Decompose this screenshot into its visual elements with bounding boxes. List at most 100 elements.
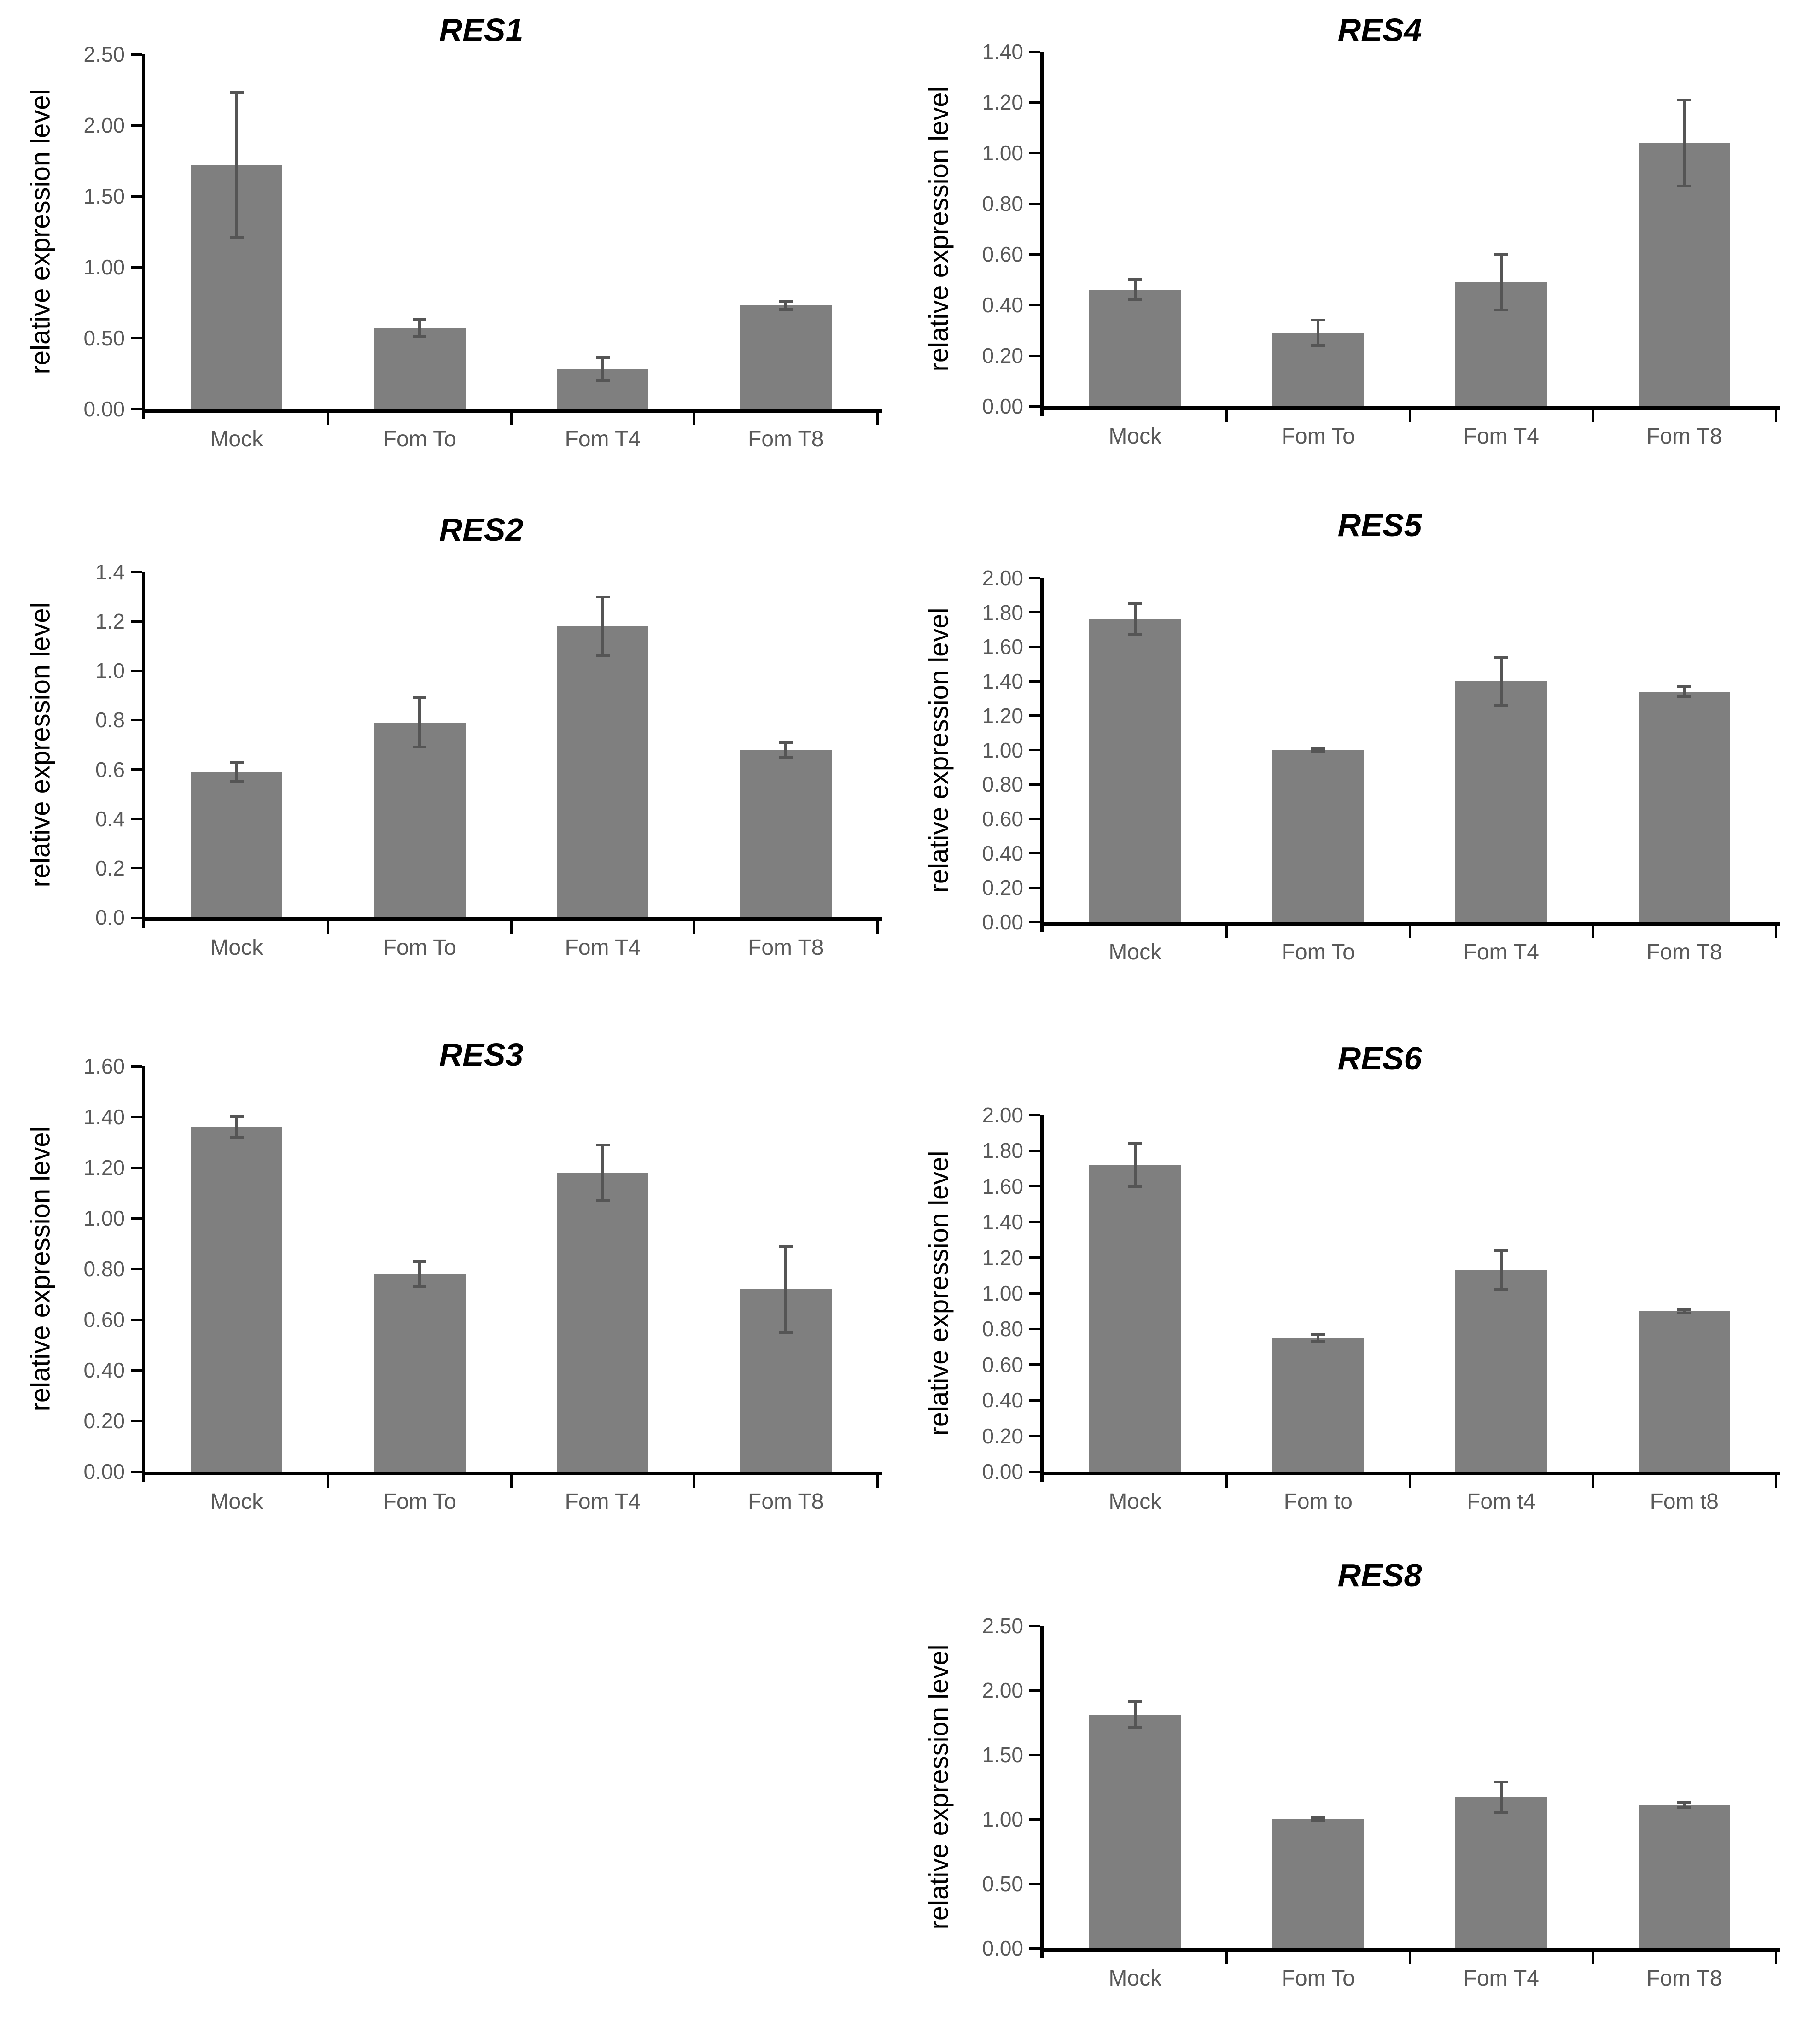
y-axis-title: relative expression level <box>25 602 56 888</box>
error-bar-whisker <box>1683 99 1686 186</box>
category-label-1: Mock <box>1109 940 1162 964</box>
error-bar-cap-top <box>779 299 793 303</box>
y-axis-tick-mark <box>1029 886 1040 889</box>
empty-cell <box>0 1520 898 2044</box>
error-bar-cap-bottom <box>595 654 610 658</box>
bar-mock <box>191 1127 283 1472</box>
y-axis-tick-mark <box>1029 1327 1040 1330</box>
category-label-3: Fom T4 <box>1463 424 1539 449</box>
x-axis-tick-mark <box>1592 1475 1594 1488</box>
chart-res2: RES2 relative expression level 0.0 0.2 0.4 0.… <box>0 484 898 990</box>
error-bar-cap-top <box>229 760 244 764</box>
bar-fom-t8 <box>1638 1311 1730 1472</box>
bar-fom-t8 <box>1638 1805 1730 1948</box>
y-axis-tick-mark <box>1029 783 1040 786</box>
category-label-4: Fom T8 <box>748 1489 824 1514</box>
y-tick-label: 1.20 <box>83 1156 125 1180</box>
category-label-3: Fom T4 <box>1463 940 1539 964</box>
y-tick-label: 1.40 <box>83 1105 125 1129</box>
error-bar-cap-bottom <box>413 335 427 338</box>
error-bar-whisker <box>1499 254 1503 310</box>
y-axis-tick-mark <box>1029 714 1040 717</box>
error-bar-whisker <box>235 762 238 782</box>
error-bar-cap-bottom <box>1494 1288 1508 1291</box>
y-tick-label: 1.20 <box>982 1245 1023 1270</box>
y-axis-tick-mark <box>1029 645 1040 648</box>
x-axis-tick-mark <box>327 1475 329 1488</box>
error-bar-whisker <box>784 742 788 757</box>
error-bar-whisker <box>784 1246 788 1332</box>
error-bar-cap-bottom <box>1494 309 1508 311</box>
y-axis-tick-mark <box>1029 1363 1040 1366</box>
bar-fom-to <box>373 1274 466 1472</box>
y-tick-label: 0.80 <box>982 192 1023 216</box>
y-axis-tick-mark <box>131 571 142 573</box>
y-tick-label: 1.50 <box>83 184 125 208</box>
y-axis-tick-mark <box>131 1369 142 1372</box>
y-tick-label: 0.50 <box>83 326 125 350</box>
error-bar-cap-top <box>595 595 610 598</box>
chart-title: RES5 <box>1337 507 1422 543</box>
bar-mock <box>1089 1165 1181 1472</box>
y-tick-label: 1.40 <box>982 40 1023 64</box>
y-tick-label: 0.00 <box>83 397 125 421</box>
y-axis-tick-mark <box>1029 405 1040 408</box>
y-tick-label: 0.40 <box>982 293 1023 317</box>
y-axis-tick-mark <box>1029 50 1040 53</box>
error-bar-cap-top <box>229 1115 244 1118</box>
y-axis-tick-mark <box>1029 1292 1040 1295</box>
x-axis-tick-mark <box>876 1475 879 1488</box>
y-tick-label: 1.20 <box>982 90 1023 114</box>
category-label-2: Fom To <box>383 935 456 960</box>
error-bar-cap-bottom <box>779 755 793 759</box>
y-axis-tick-mark <box>1029 1689 1040 1692</box>
x-axis-tick-mark <box>876 412 879 425</box>
error-bar-cap-bottom <box>1494 704 1508 707</box>
y-tick-label: 1.20 <box>982 703 1023 728</box>
y-tick-label: 1.60 <box>982 1174 1023 1198</box>
x-axis-tick-mark <box>510 921 513 934</box>
category-label-4: Fom t8 <box>1650 1489 1719 1514</box>
y-tick-label: 1.80 <box>982 600 1023 625</box>
category-label-1: Mock <box>210 427 263 451</box>
x-axis <box>1040 1472 1780 1475</box>
error-bar-whisker <box>418 1261 421 1287</box>
x-axis-tick-mark <box>1408 409 1411 422</box>
y-axis-tick-mark <box>131 916 142 919</box>
bar-fom-t8 <box>1638 691 1730 922</box>
y-tick-label: 0.4 <box>95 806 125 831</box>
error-bar-cap-top <box>1128 278 1142 281</box>
error-bar-cap-top <box>1128 1700 1142 1704</box>
x-axis-tick-mark <box>1225 925 1228 938</box>
error-bar-whisker <box>1317 1334 1320 1342</box>
x-axis-tick-mark <box>1774 925 1777 938</box>
x-axis-tick-mark <box>693 1475 695 1488</box>
y-tick-label: 0.50 <box>982 1872 1023 1896</box>
y-tick-label: 0.00 <box>982 394 1023 418</box>
x-axis <box>1040 1948 1780 1952</box>
y-axis-tick-mark <box>1029 1947 1040 1950</box>
chart-title: RES4 <box>1337 12 1422 48</box>
y-axis-tick-mark <box>1029 101 1040 104</box>
y-tick-label: 2.50 <box>982 1614 1023 1638</box>
chart-title: RES3 <box>439 1037 524 1073</box>
x-axis-tick-mark <box>1774 1475 1777 1488</box>
y-axis-tick-mark <box>1029 1882 1040 1885</box>
y-tick-label: 1.4 <box>95 560 125 584</box>
y-tick-label: 1.00 <box>982 1281 1023 1305</box>
y-axis-tick-mark <box>131 53 142 56</box>
error-bar-whisker <box>1133 280 1137 300</box>
error-bar-cap-bottom <box>1311 1819 1325 1822</box>
error-bar-whisker <box>1317 320 1320 345</box>
bar-fom-to <box>1272 1819 1364 1948</box>
category-label-2: Fom To <box>383 1489 456 1514</box>
error-bar-cap-top <box>1128 1142 1142 1145</box>
error-bar-cap-bottom <box>1677 695 1692 698</box>
error-bar-cap-bottom <box>595 379 610 382</box>
x-axis-tick-mark <box>1225 409 1228 422</box>
error-bar-cap-top <box>1311 1816 1325 1820</box>
x-axis-tick-mark <box>1408 1951 1411 1964</box>
error-bar-cap-top <box>595 1143 610 1146</box>
y-tick-label: 0.0 <box>95 905 125 929</box>
y-axis <box>1040 1115 1044 1482</box>
